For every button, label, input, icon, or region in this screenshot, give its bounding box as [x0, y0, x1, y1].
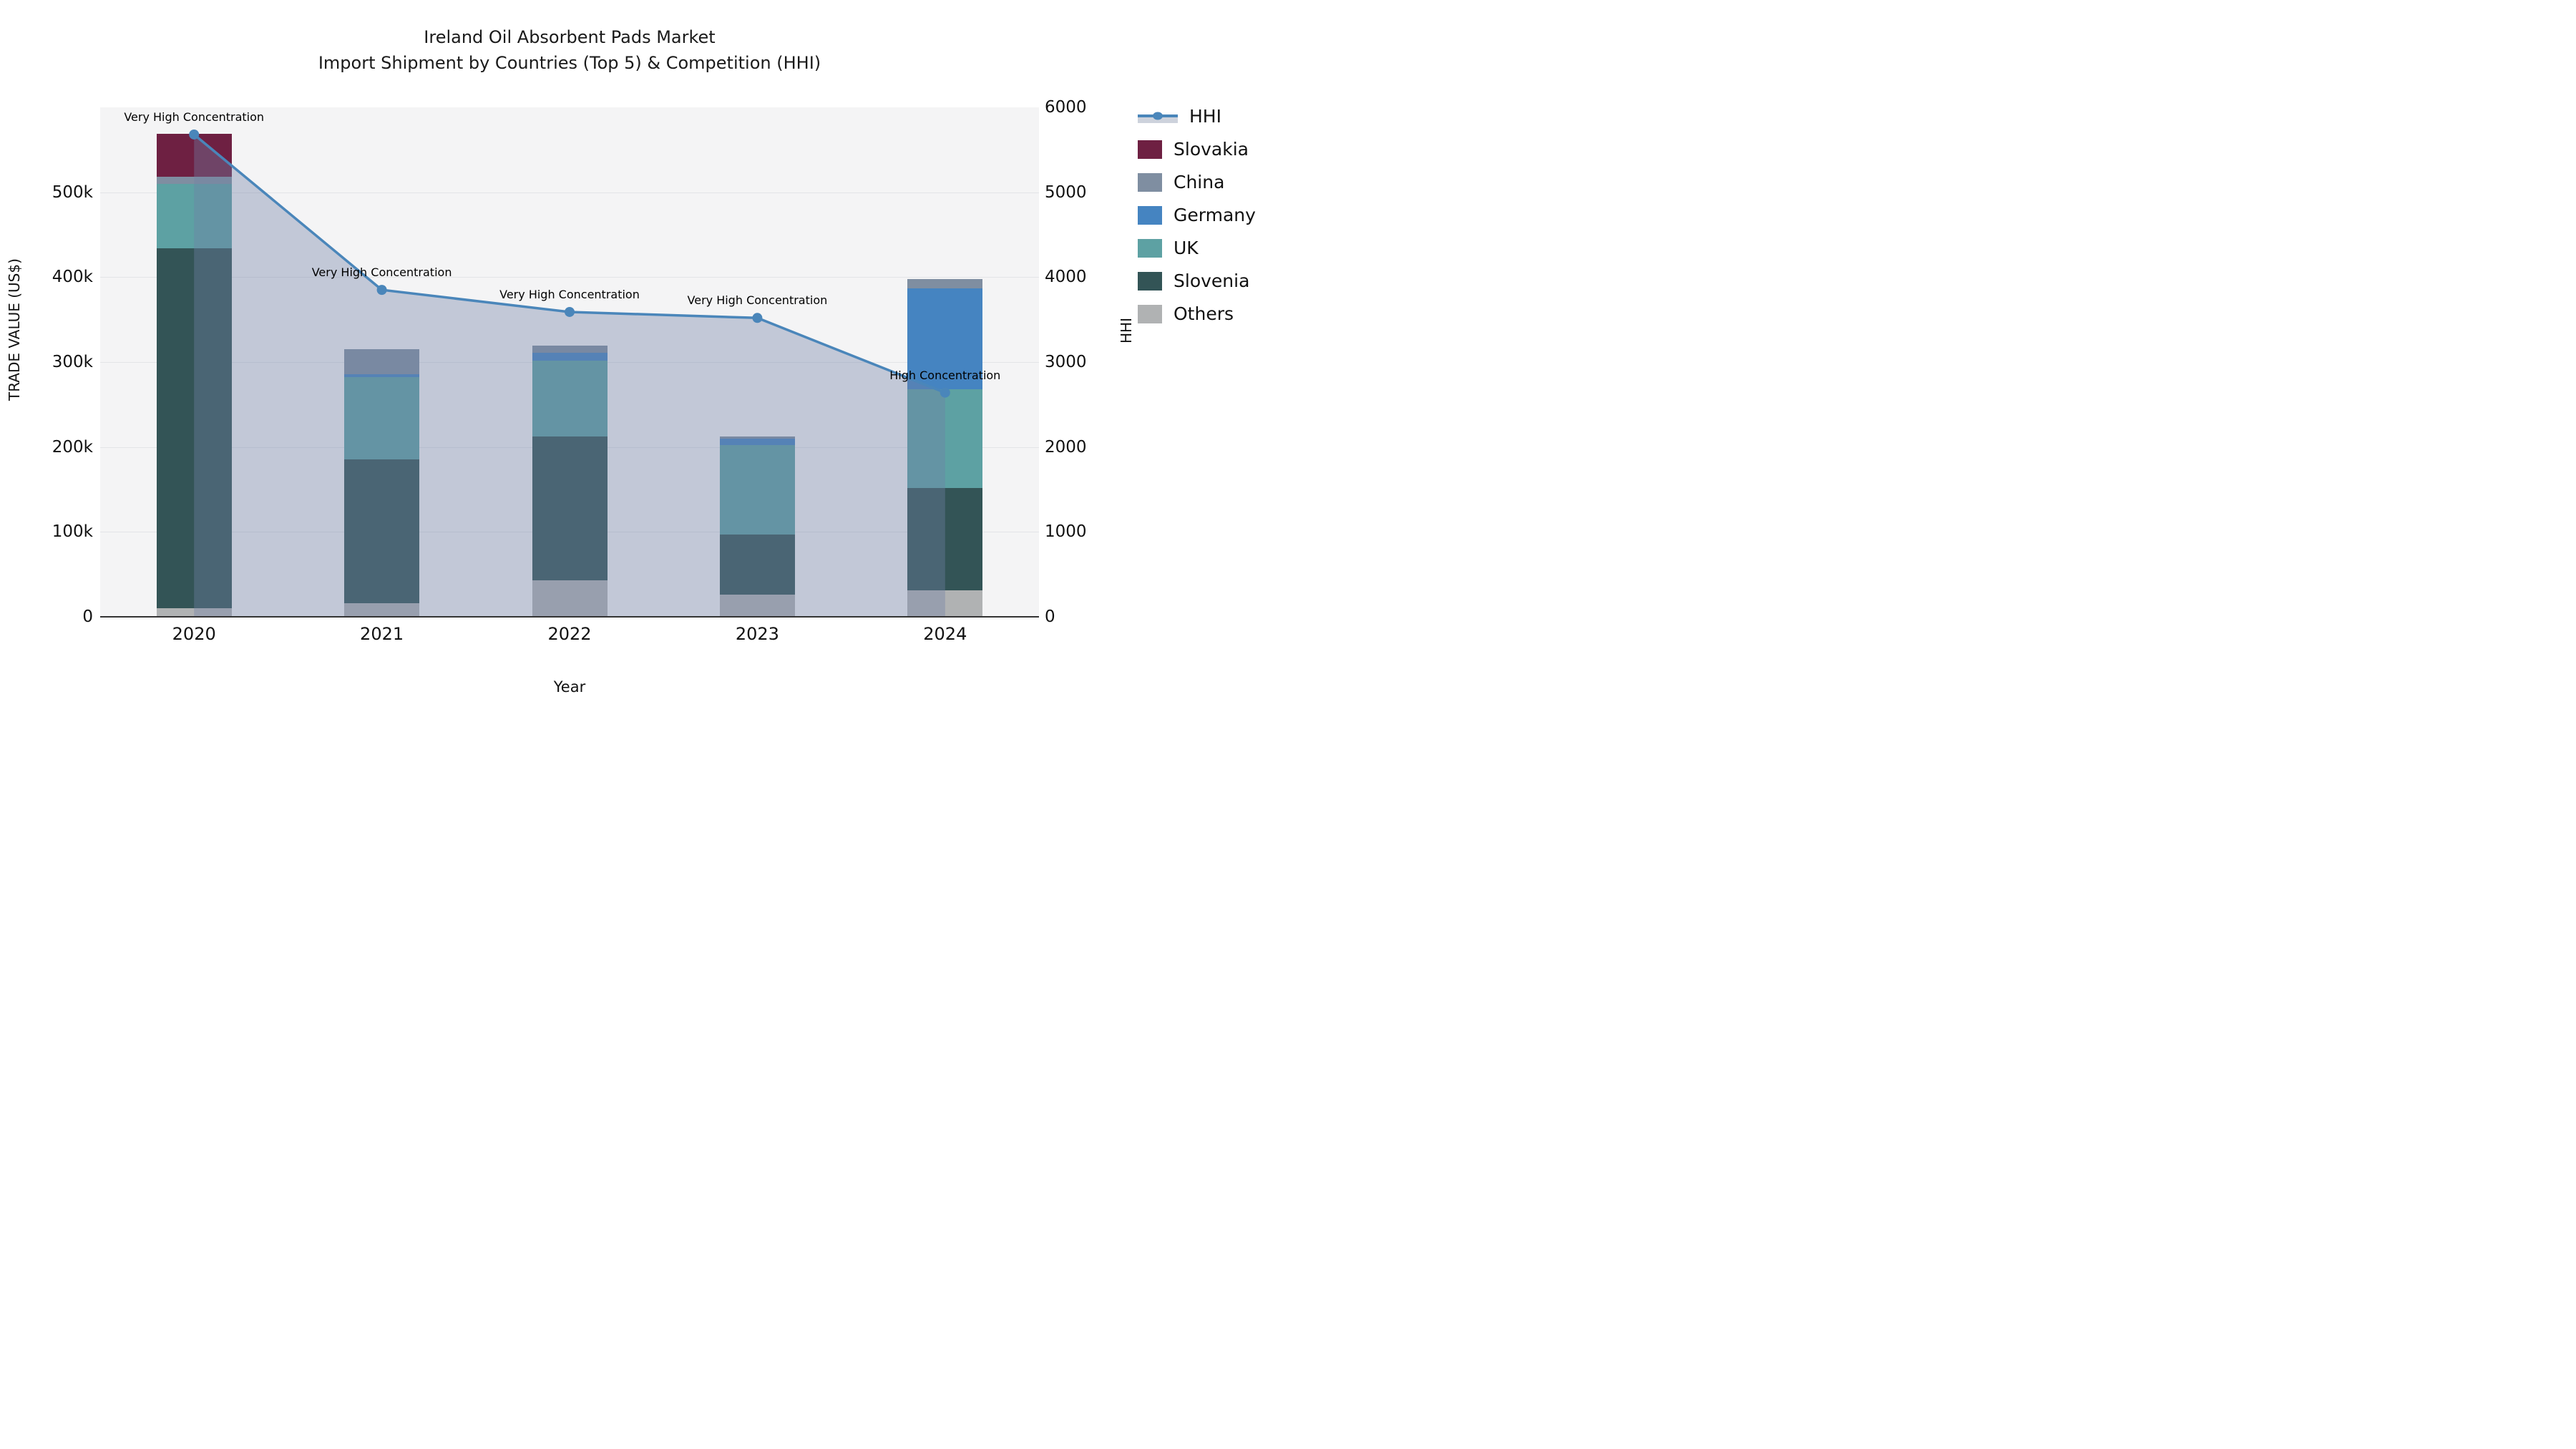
- hhi-marker-2021: [376, 285, 387, 296]
- chart-title-line1: Ireland Oil Absorbent Pads Market: [424, 27, 716, 47]
- legend-label-china: China: [1174, 172, 1225, 192]
- legend-swatch-germany: [1138, 205, 1162, 225]
- y-left-tick-100k: 100k: [52, 522, 93, 542]
- bar-segment-slovenia-2020: [156, 248, 232, 609]
- hhi-marker-2024: [940, 387, 950, 398]
- hhi-marker-2023: [752, 313, 763, 323]
- y-left-tick-400k: 400k: [52, 268, 93, 287]
- hhi-area-fill: [194, 134, 945, 617]
- hhi-line-layer: [189, 129, 950, 617]
- bar-segment-slovenia-2024: [907, 487, 983, 591]
- y-left-tick-500k: 500k: [52, 182, 93, 202]
- x-axis-title: Year: [553, 678, 586, 696]
- bar-segment-china-2022: [532, 346, 608, 353]
- legend-label-germany: Germany: [1174, 205, 1256, 225]
- bar-segment-others-2024: [907, 590, 983, 617]
- bar-segment-uk-2022: [532, 360, 608, 437]
- legend-item-others: Others: [1138, 303, 1256, 324]
- legend-swatch-china: [1138, 172, 1162, 192]
- annotation-2020: Very High Concentration: [124, 109, 265, 124]
- bar-segment-others-2021: [344, 603, 420, 617]
- bar-segment-uk-2020: [156, 183, 232, 248]
- hhi-marker-2020: [189, 129, 200, 140]
- legend-swatch-slovenia: [1138, 271, 1162, 291]
- legend-item-slovakia: Slovakia: [1138, 139, 1256, 160]
- annotation-2022: Very High Concentration: [499, 287, 640, 301]
- bar-segment-slovenia-2022: [532, 436, 608, 580]
- bar-segment-uk-2023: [719, 445, 795, 535]
- hhi-marker-2022: [565, 306, 575, 317]
- y-right-tick-3000: 3000: [1045, 353, 1087, 371]
- bar-segment-germany-2021: [344, 374, 420, 378]
- x-tick-2022: 2022: [547, 624, 592, 644]
- y-right-axis-title: HHI: [1118, 318, 1135, 343]
- y-left-tick-200k: 200k: [52, 437, 93, 457]
- bar-segment-uk-2024: [907, 389, 983, 488]
- bar-segment-germany-2023: [719, 438, 795, 446]
- gridline: [100, 192, 1039, 193]
- y-right-tick-2000: 2000: [1045, 437, 1087, 457]
- bar-segment-slovenia-2023: [719, 534, 795, 595]
- y-right-tick-5000: 5000: [1045, 182, 1087, 202]
- bar-segment-others-2022: [532, 580, 608, 617]
- legend-label-hhi: HHI: [1189, 106, 1221, 127]
- annotation-2023: Very High Concentration: [687, 293, 828, 308]
- y-right-tick-6000: 6000: [1045, 98, 1087, 117]
- legend-label-uk: UK: [1174, 238, 1199, 258]
- y-left-tick-0: 0: [82, 608, 93, 626]
- bar-segment-germany-2022: [532, 352, 608, 361]
- legend-label-others: Others: [1174, 303, 1234, 324]
- gridline: [100, 277, 1039, 278]
- legend-swatch-others: [1138, 304, 1162, 323]
- chart-title-line2: Import Shipment by Countries (Top 5) & C…: [318, 53, 821, 73]
- legend-swatch-uk: [1138, 238, 1162, 258]
- figure: Ireland Oil Absorbent Pads Market Import…: [0, 0, 1288, 724]
- legend-label-slovenia: Slovenia: [1174, 270, 1250, 291]
- annotation-2021: Very High Concentration: [311, 265, 452, 280]
- y-right-tick-1000: 1000: [1045, 522, 1087, 542]
- legend-swatch-slovakia: [1138, 140, 1162, 159]
- bar-segment-others-2020: [156, 608, 232, 617]
- legend-label-slovakia: Slovakia: [1174, 139, 1249, 160]
- y-left-axis-title: TRADE VALUE (US$): [6, 258, 23, 401]
- bar-segment-china-2023: [719, 436, 795, 439]
- x-tick-2023: 2023: [735, 624, 779, 644]
- plot-area: Very High Concentration Very High Concent…: [100, 107, 1039, 618]
- bar-segment-uk-2021: [344, 377, 420, 460]
- hhi-legend-symbol: [1138, 107, 1178, 126]
- legend-item-hhi: HHI: [1138, 106, 1256, 127]
- x-tick-2020: 2020: [172, 624, 216, 644]
- y-right-tick-0: 0: [1045, 608, 1055, 626]
- bar-segment-germany-2024: [907, 288, 983, 389]
- x-tick-2024: 2024: [923, 624, 967, 644]
- legend-item-germany: Germany: [1138, 205, 1256, 225]
- bar-segment-slovenia-2021: [344, 459, 420, 604]
- bar-segment-china-2020: [156, 177, 232, 184]
- x-axis-spine: [100, 616, 1039, 618]
- legend-item-slovenia: Slovenia: [1138, 270, 1256, 291]
- y-right-tick-4000: 4000: [1045, 268, 1087, 287]
- y-left-tick-300k: 300k: [52, 353, 93, 371]
- x-tick-2021: 2021: [360, 624, 404, 644]
- legend-item-china: China: [1138, 172, 1256, 192]
- annotation-2024: High Concentration: [889, 368, 1001, 382]
- bar-segment-china-2024: [907, 278, 983, 288]
- bar-segment-china-2021: [344, 349, 420, 374]
- legend: HHI Slovakia China Germany UK Slovenia Others: [1138, 106, 1256, 336]
- legend-item-uk: UK: [1138, 238, 1256, 258]
- bar-segment-others-2023: [719, 595, 795, 617]
